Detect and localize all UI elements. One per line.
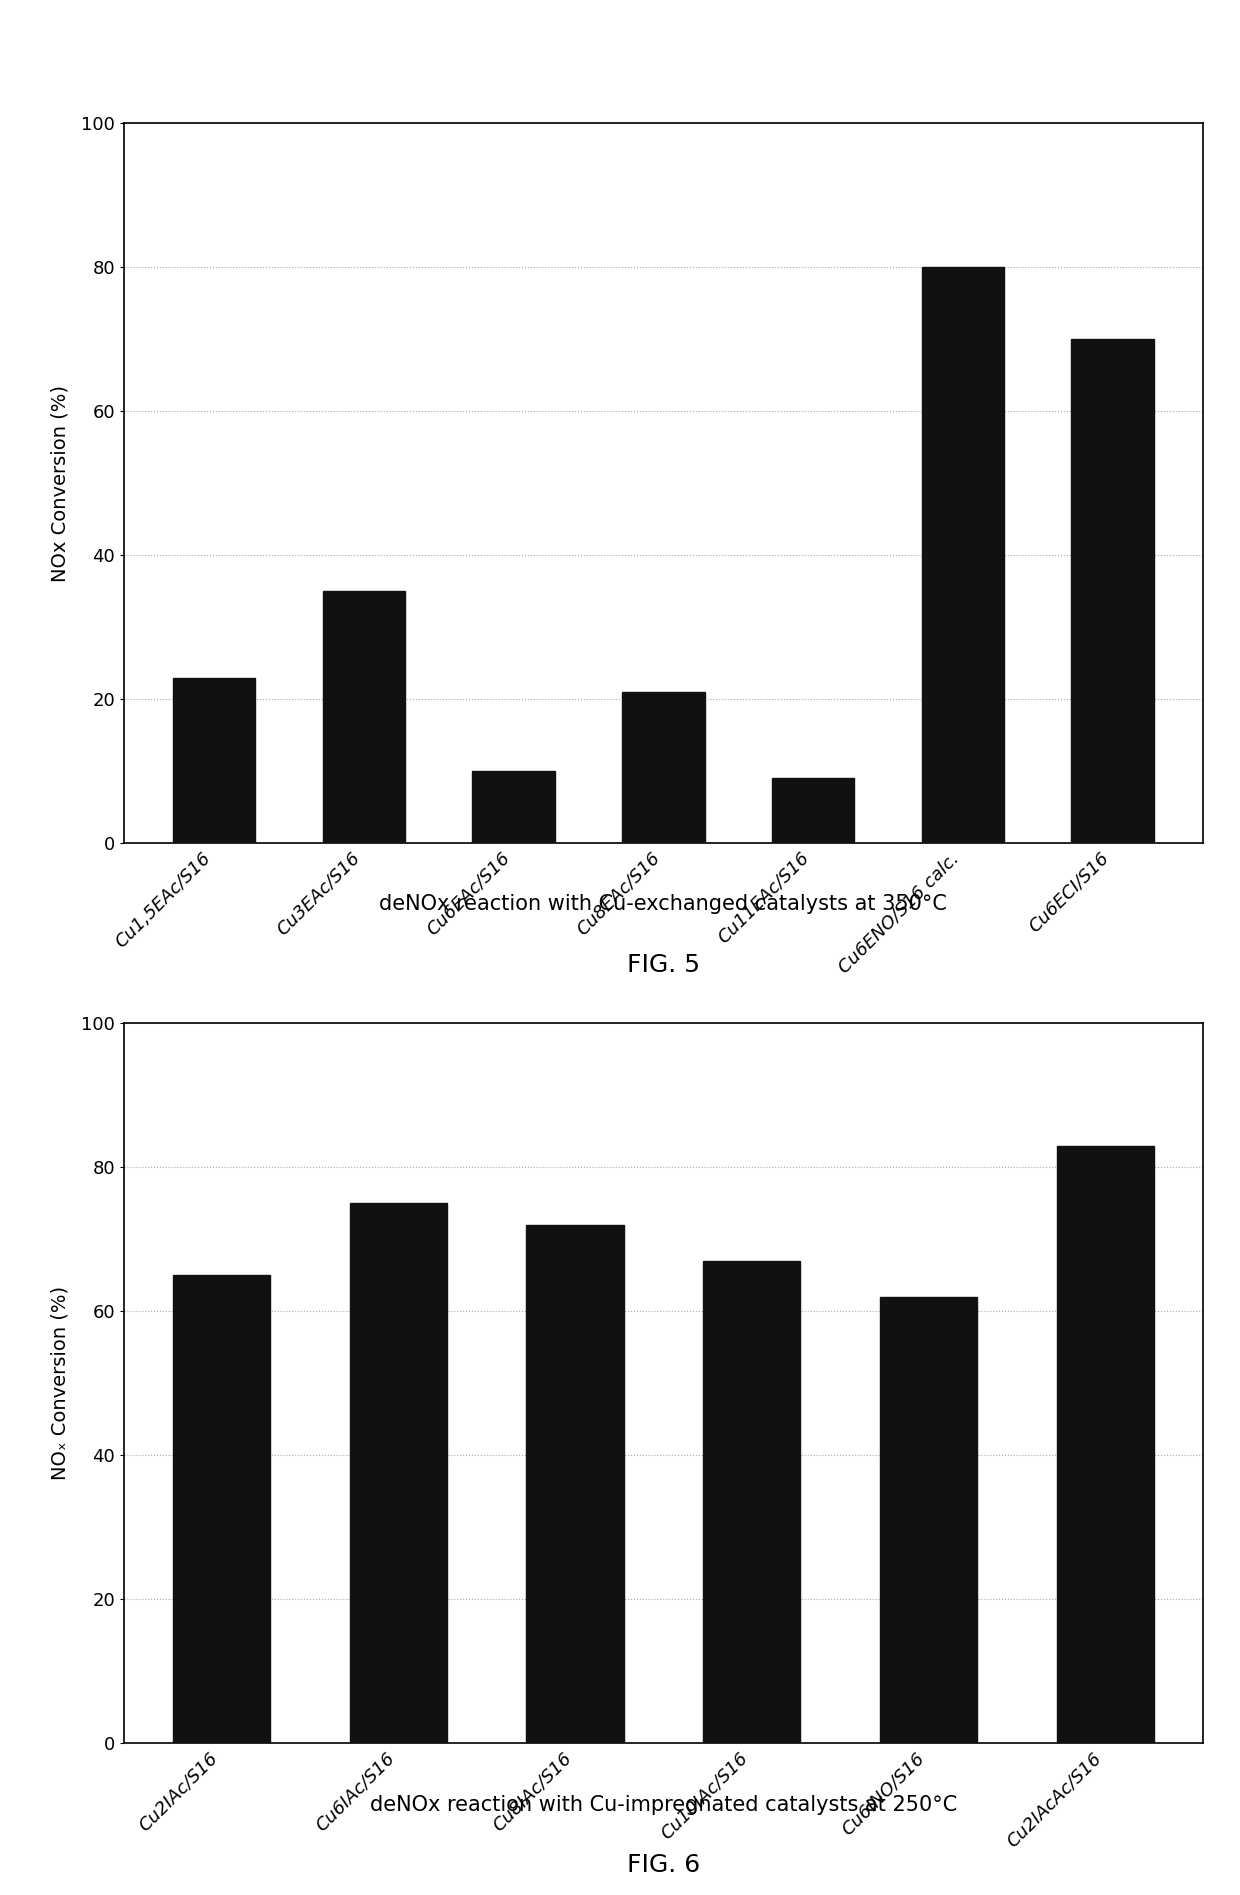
Y-axis label: NOx Conversion (%): NOx Conversion (%) xyxy=(51,385,69,582)
Bar xyxy=(174,678,255,843)
Text: deNOx reaction with Cu-impregnated catalysts at 250°C: deNOx reaction with Cu-impregnated catal… xyxy=(370,1795,957,1815)
Bar xyxy=(880,1296,977,1743)
Bar xyxy=(1071,339,1153,843)
Bar xyxy=(1056,1146,1153,1743)
Bar xyxy=(622,692,704,843)
Bar xyxy=(773,779,854,843)
Bar xyxy=(322,591,405,843)
Bar xyxy=(527,1224,624,1743)
Text: FIG. 6: FIG. 6 xyxy=(626,1853,701,1878)
Text: deNOx reaction with Cu-exchanged catalysts at 350°C: deNOx reaction with Cu-exchanged catalys… xyxy=(379,894,947,915)
Bar xyxy=(174,1275,270,1743)
Y-axis label: NOₓ Conversion (%): NOₓ Conversion (%) xyxy=(51,1287,69,1480)
Bar xyxy=(921,267,1004,843)
Bar xyxy=(350,1203,446,1743)
Text: FIG. 5: FIG. 5 xyxy=(627,953,699,978)
Bar xyxy=(703,1260,800,1743)
Bar xyxy=(472,771,554,843)
